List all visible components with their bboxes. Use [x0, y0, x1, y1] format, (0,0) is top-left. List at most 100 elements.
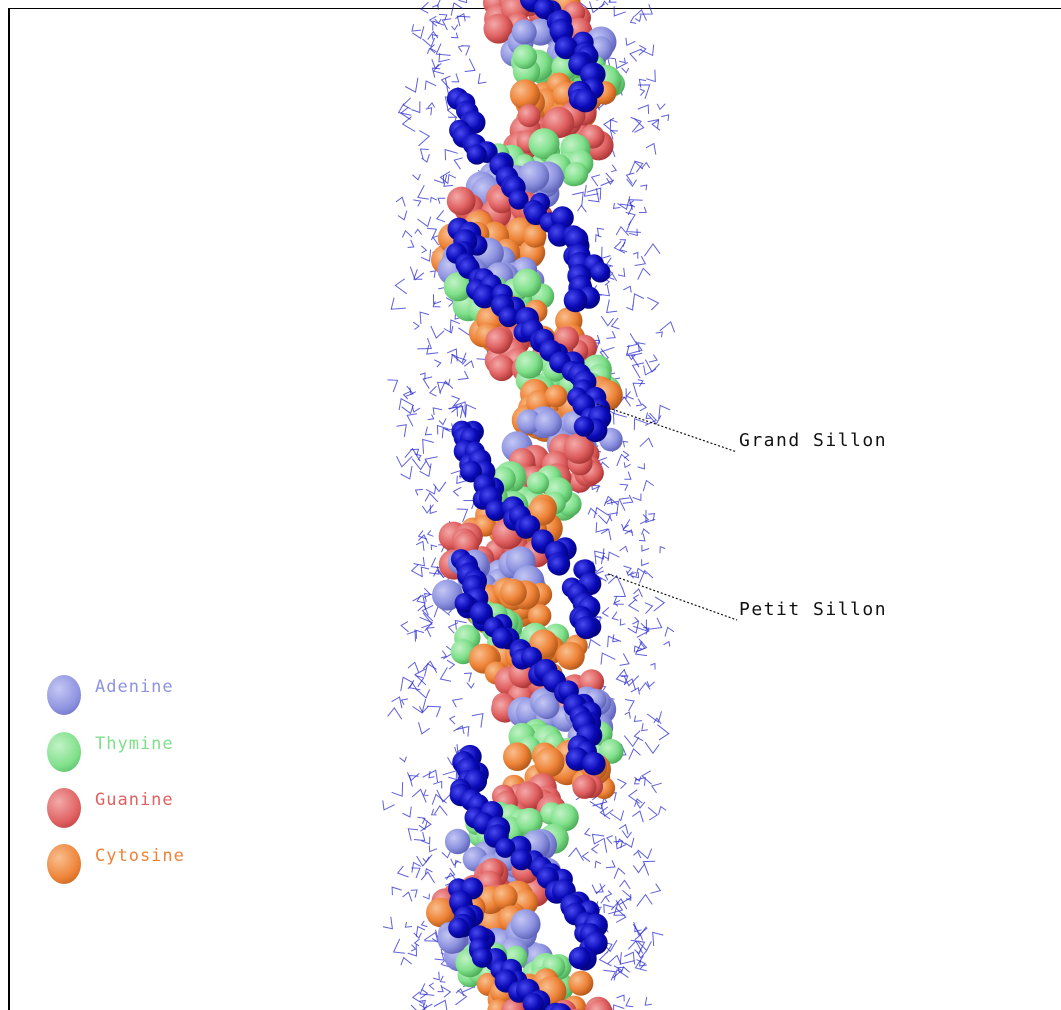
water-molecule: [446, 659, 456, 670]
water-molecule: [657, 724, 670, 741]
water-molecule: [647, 118, 660, 129]
water-molecule: [647, 807, 659, 821]
water-molecule: [387, 379, 399, 393]
water-molecule: [387, 706, 403, 720]
water-molecule: [650, 782, 662, 794]
water-molecule: [626, 304, 634, 311]
water-molecule: [606, 835, 613, 845]
base-atom: [443, 272, 473, 302]
backbone-atom: [551, 206, 574, 230]
water-molecule: [433, 481, 447, 493]
water-molecule: [409, 266, 425, 281]
water-molecule: [453, 157, 463, 170]
water-molecule: [645, 142, 657, 155]
water-molecule: [644, 996, 652, 1006]
water-molecule: [398, 397, 415, 411]
water-molecule: [436, 0, 441, 7]
water-molecule: [439, 171, 451, 184]
water-molecule: [610, 898, 628, 911]
water-molecule: [433, 175, 444, 184]
backbone-atom: [508, 189, 529, 210]
water-molecule: [637, 848, 653, 860]
water-molecule: [410, 564, 423, 577]
water-molecule: [400, 698, 409, 705]
water-molecule: [619, 952, 635, 965]
water-molecule: [633, 588, 643, 598]
backbone-atom: [460, 460, 482, 483]
water-molecule: [617, 267, 626, 278]
water-molecule: [455, 987, 465, 997]
water-molecule: [428, 982, 435, 990]
water-molecule: [613, 901, 626, 916]
water-molecule: [650, 662, 656, 670]
water-molecule: [422, 856, 430, 863]
water-molecule: [417, 337, 433, 350]
major-groove-label: Grand Sillon: [739, 430, 888, 451]
water-molecule: [637, 941, 652, 952]
water-molecule: [432, 301, 441, 308]
water-molecule: [400, 676, 414, 692]
water-molecule: [646, 69, 656, 83]
base-atom: [485, 327, 512, 354]
guanine-ball-icon: [47, 788, 81, 828]
minor-groove-pointer: [607, 573, 738, 621]
water-molecule: [636, 622, 650, 638]
water-molecule: [619, 879, 631, 890]
water-molecule: [411, 458, 427, 471]
legend-item-guanine: Guanine: [44, 788, 244, 828]
water-molecule: [613, 968, 629, 981]
base-atom: [426, 897, 456, 928]
water-molecule: [619, 483, 629, 492]
water-molecule: [641, 559, 650, 567]
water-molecule: [572, 191, 584, 207]
water-molecule: [637, 267, 651, 280]
water-molecule: [609, 118, 618, 129]
water-molecule: [450, 32, 459, 39]
water-molecule: [619, 618, 626, 626]
backbone-atom: [491, 627, 513, 649]
water-molecule: [616, 994, 625, 1002]
water-molecule: [629, 15, 637, 24]
water-molecule: [417, 184, 429, 200]
water-molecule: [437, 984, 444, 993]
water-molecule: [432, 407, 443, 416]
water-molecule: [465, 403, 477, 418]
water-molecule: [430, 544, 438, 551]
water-molecule: [451, 352, 467, 364]
water-molecule: [390, 297, 406, 310]
cytosine-ball-icon: [47, 844, 81, 884]
water-molecule: [447, 173, 457, 185]
water-molecule: [590, 843, 600, 854]
water-molecule: [447, 622, 459, 634]
base-atom: [534, 747, 565, 778]
water-molecule: [621, 67, 630, 74]
water-molecule: [638, 533, 646, 542]
water-molecule: [391, 886, 402, 896]
backbone-atom: [518, 515, 541, 537]
water-molecule: [430, 325, 445, 339]
water-molecule: [422, 769, 439, 783]
water-molecule: [412, 321, 420, 330]
water-molecule: [641, 528, 650, 535]
base-atom: [528, 604, 552, 628]
water-molecule: [642, 479, 654, 492]
water-molecule: [613, 6, 626, 17]
water-molecule: [630, 352, 643, 368]
water-molecule: [628, 748, 641, 760]
water-molecule: [421, 604, 434, 622]
water-molecule: [466, 682, 475, 689]
water-molecule: [424, 868, 433, 875]
base-atom: [512, 44, 538, 69]
legend-item-thymine: Thymine: [44, 732, 244, 772]
thymine-ball-icon: [47, 732, 81, 772]
water-molecule: [400, 621, 409, 633]
water-molecule: [455, 989, 468, 1006]
water-molecule: [418, 820, 428, 831]
water-molecule: [415, 540, 425, 551]
water-molecule: [595, 548, 605, 560]
water-molecule: [626, 333, 638, 348]
water-molecule: [429, 504, 437, 515]
water-molecule: [419, 463, 432, 478]
water-molecule: [625, 172, 635, 184]
